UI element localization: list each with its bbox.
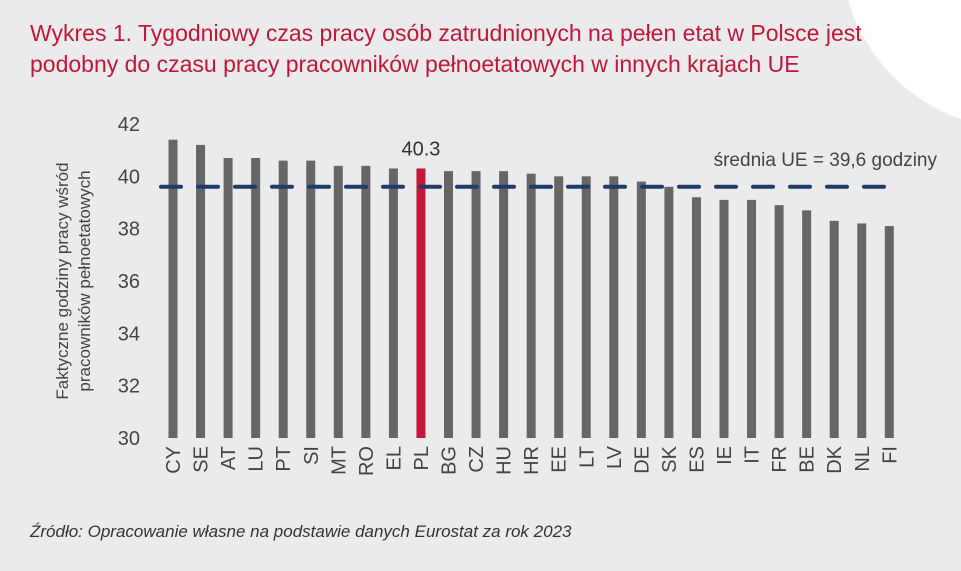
eu-average-label: średnia UE = 39,6 godziny: [714, 150, 938, 171]
x-tick-label: CY: [163, 446, 185, 474]
x-tick-label: FR: [769, 446, 791, 473]
y-tick-label: 40: [118, 166, 140, 188]
x-tick-label: LU: [246, 446, 268, 472]
y-tick-label: 34: [118, 323, 140, 345]
y-tick-label: 36: [118, 271, 140, 293]
x-tick-label: DK: [824, 445, 846, 473]
x-tick-label: BG: [439, 446, 461, 475]
x-tick-label: ES: [686, 446, 708, 473]
x-tick-label: CZ: [466, 446, 488, 473]
y-tick-label: 32: [118, 376, 140, 398]
x-tick-label: BE: [797, 446, 819, 473]
bar-pt: [278, 160, 288, 438]
bar-dk: [829, 220, 839, 438]
bar-it: [747, 199, 757, 438]
x-tick-label: RO: [356, 446, 378, 476]
x-tick-label: SE: [191, 446, 213, 473]
bar-lv: [609, 176, 619, 439]
decorative-corner: [821, 0, 961, 140]
bar-nl: [857, 223, 867, 438]
x-tick-label: IT: [742, 446, 764, 464]
bar-lu: [251, 158, 261, 438]
x-tick-label: FI: [879, 446, 901, 464]
x-tick-label: LT: [576, 446, 598, 468]
bar-hr: [526, 173, 536, 438]
bar-fr: [774, 205, 784, 438]
x-tick-label: HR: [521, 446, 543, 475]
bar-bg: [444, 171, 453, 438]
x-tick-label: IE: [714, 446, 736, 465]
bar-hu: [499, 171, 509, 438]
y-tick-label: 42: [118, 114, 140, 136]
x-tick-label: LV: [604, 445, 626, 469]
bar-ee: [554, 176, 564, 439]
data-label-pl: 40.3: [401, 138, 440, 160]
y-tick-label: 38: [118, 219, 140, 241]
bar-el: [388, 168, 398, 438]
x-tick-label: PL: [411, 446, 433, 470]
y-axis-label: Faktyczne godziny pracy wśród: [53, 162, 72, 399]
bar-ro: [361, 165, 371, 438]
bar-ie: [719, 199, 729, 438]
y-tick-label: 30: [118, 428, 140, 450]
bar-lt: [581, 176, 591, 439]
x-tick-label: NL: [852, 446, 874, 472]
source-note: Źródło: Opracowanie własne na podstawie …: [30, 522, 572, 541]
x-tick-label: EE: [549, 446, 571, 473]
y-axis-label: pracowników pełnoetatowych: [75, 170, 94, 391]
bar-se: [196, 144, 206, 438]
bar-be: [802, 210, 812, 438]
bar-fi: [884, 226, 894, 438]
x-tick-label: EL: [383, 446, 405, 470]
x-tick-label: SK: [659, 445, 681, 472]
bar-es: [691, 197, 701, 438]
x-tick-label: AT: [218, 446, 240, 470]
x-tick-label: SI: [301, 446, 323, 465]
bar-cz: [471, 171, 481, 438]
x-tick-label: PT: [273, 446, 295, 472]
x-tick-label: MT: [328, 446, 350, 475]
bar-mt: [333, 165, 343, 438]
x-tick-label: HU: [494, 446, 516, 475]
bar-sk: [664, 186, 674, 438]
bar-cy: [168, 139, 178, 438]
bar-pl: [416, 168, 426, 438]
bar-si: [306, 160, 316, 438]
bar-at: [223, 158, 233, 438]
bar-de: [636, 181, 646, 439]
chart-title: Wykres 1. Tygodniowy czas pracy osób zat…: [30, 20, 862, 77]
x-tick-label: DE: [631, 446, 653, 474]
